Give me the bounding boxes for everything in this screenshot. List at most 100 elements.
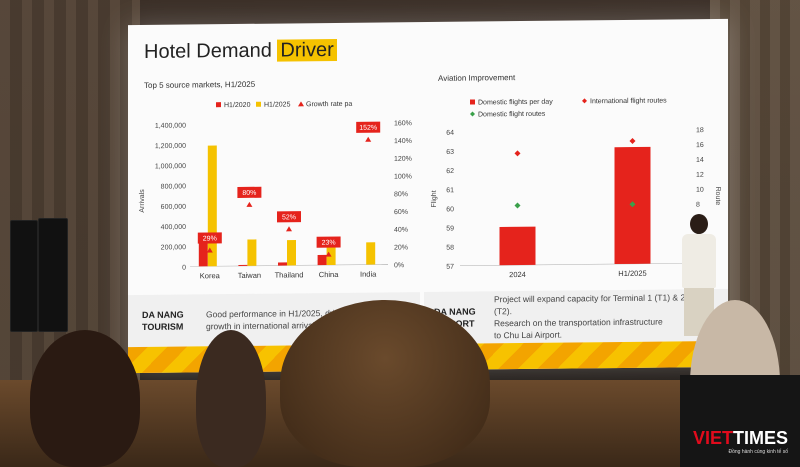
bar-h1-2020 [317,254,327,266]
y2-tick-label: 12 [696,172,704,179]
x-tick-label: Taiwan [238,271,261,280]
bar-h1-2025 [287,240,296,266]
y-tick-label: 1,200,000 [155,143,186,150]
watermark-brand-b: TIMES [732,428,788,448]
projection-screen: Hotel Demand Driver Top 5 source markets… [128,18,728,374]
bar-domestic-flights [499,226,536,266]
watermark-brand-a: VIET [692,428,733,448]
y2-tick-label: 8 [696,202,700,209]
table [680,375,800,467]
growth-label-box [277,211,301,223]
growth-marker [286,226,292,232]
y2-tick-label: 0% [394,262,404,269]
bar-h1-2025 [366,242,376,265]
growth-data-label: 23% [322,240,336,247]
y2-axis-label: Route [714,187,721,206]
tourism-label: DA NANG TOURISM [142,309,184,333]
x-tick-label: 2024 [509,270,526,279]
y-tick-label: 1,400,000 [155,123,186,130]
growth-marker [365,136,372,142]
growth-data-label: 29% [203,235,217,242]
y-tick-label: 61 [446,187,454,194]
aviation-chart: Domestic flights per day International fl… [431,97,721,279]
y2-tick-label: 40% [394,227,408,234]
y2-tick-label: 140% [394,138,412,145]
growth-marker [206,247,213,253]
audience-member [280,300,490,467]
legend-label: H1/2025 [264,101,291,108]
y2-tick-label: 120% [394,156,412,163]
legend-swatch [470,99,475,105]
source-markets-chart: H1/2020 H1/2025 Growth rate pa 1,400,0001,… [139,101,412,281]
legend-swatch [470,111,475,117]
growth-marker [246,201,253,207]
y-tick-label: 800,000 [161,183,186,190]
x-tick-label: H1/2025 [618,269,646,278]
legend-swatch [298,101,304,107]
right-chart-subtitle: Aviation Improvement [438,73,516,83]
y-tick-label: 600,000 [161,204,186,211]
growth-label-box [197,232,222,244]
bar-h1-2025 [247,239,257,266]
title-text: Hotel Demand [144,39,272,63]
airport-text-line: to Chu Lai Airport. [494,329,563,341]
legend-swatch [256,101,261,107]
y2-tick-label: 80% [394,191,408,198]
speaker-cabinet [38,218,68,332]
y2-tick-label: 14 [696,157,704,164]
left-chart-subtitle: Top 5 source markets, H1/2025 [144,79,256,90]
left-chart-legend: H1/2020 H1/2025 Growth rate pa [216,101,352,109]
legend-label: H1/2020 [224,102,251,109]
audience-member [196,330,266,467]
growth-marker [325,251,332,257]
y2-tick-label: 18 [696,127,704,134]
x-axis [460,262,690,266]
legend-label: International flight routes [590,97,667,105]
airport-text-line: Research on the transportation infrastru… [494,316,663,329]
y-tick-label: 1,000,000 [155,163,186,170]
y-tick-label: 63 [446,149,454,156]
tourism-label-line: DA NANG [142,309,184,320]
title-highlight: Driver [277,38,337,62]
y-tick-label: 58 [446,245,454,252]
right-chart-axes: 6463626160595857181614121086420FlightRou… [431,127,721,279]
speaker-cabinet [10,220,38,332]
x-tick-label: Thailand [275,270,304,279]
viettimes-watermark: VIETTIMES Đồng hành cùng kinh tế số [693,428,788,455]
x-tick-label: Korea [200,271,221,280]
left-chart-axes: 1,400,000 1,200,000 1,000,000 800,000 600,00… [139,120,412,280]
y-tick-label: 64 [446,130,454,137]
y2-tick-label: 16 [696,142,704,149]
legend-label: Domestic flight routes [478,111,546,119]
legend-swatch [216,102,221,108]
marker-international-routes [629,138,636,145]
x-tick-label: China [319,270,339,279]
y-tick-label: 62 [446,168,454,175]
y-tick-label: 0 [182,265,186,272]
airport-text-line: Project will expand capacity for Termina… [494,292,686,305]
growth-label-box [237,186,262,198]
y-axis-label: Flight [431,190,438,207]
right-chart-legend: Domestic flights per day International fl… [470,97,667,118]
right-chart-marks [499,138,651,266]
marker-domestic-routes [629,201,636,208]
y2-tick-label: 60% [394,209,408,216]
y-axis-label: Arrivals [139,189,146,213]
y2-tick-label: 20% [394,244,408,251]
growth-label-box [356,121,381,133]
slide-title: Hotel Demand Driver [144,38,337,64]
y2-tick-label: 160% [394,120,412,127]
bar-h1-2020 [278,262,287,266]
watermark-tagline: Đồng hành cùng kinh tế số [728,449,789,455]
airport-text: Project will expand capacity for Termina… [494,291,685,341]
growth-data-label: 152% [359,125,377,132]
bar-h1-2025 [207,145,217,267]
x-tick-label: India [360,270,377,279]
tourism-label-line: TOURISM [142,321,184,332]
y-tick-label: 60 [446,206,454,213]
growth-data-label: 80% [242,190,256,197]
growth-data-label: 52% [282,214,296,221]
audience-member [30,330,140,467]
legend-label: Domestic flights per day [478,99,553,107]
y-tick-label: 59 [446,225,454,232]
